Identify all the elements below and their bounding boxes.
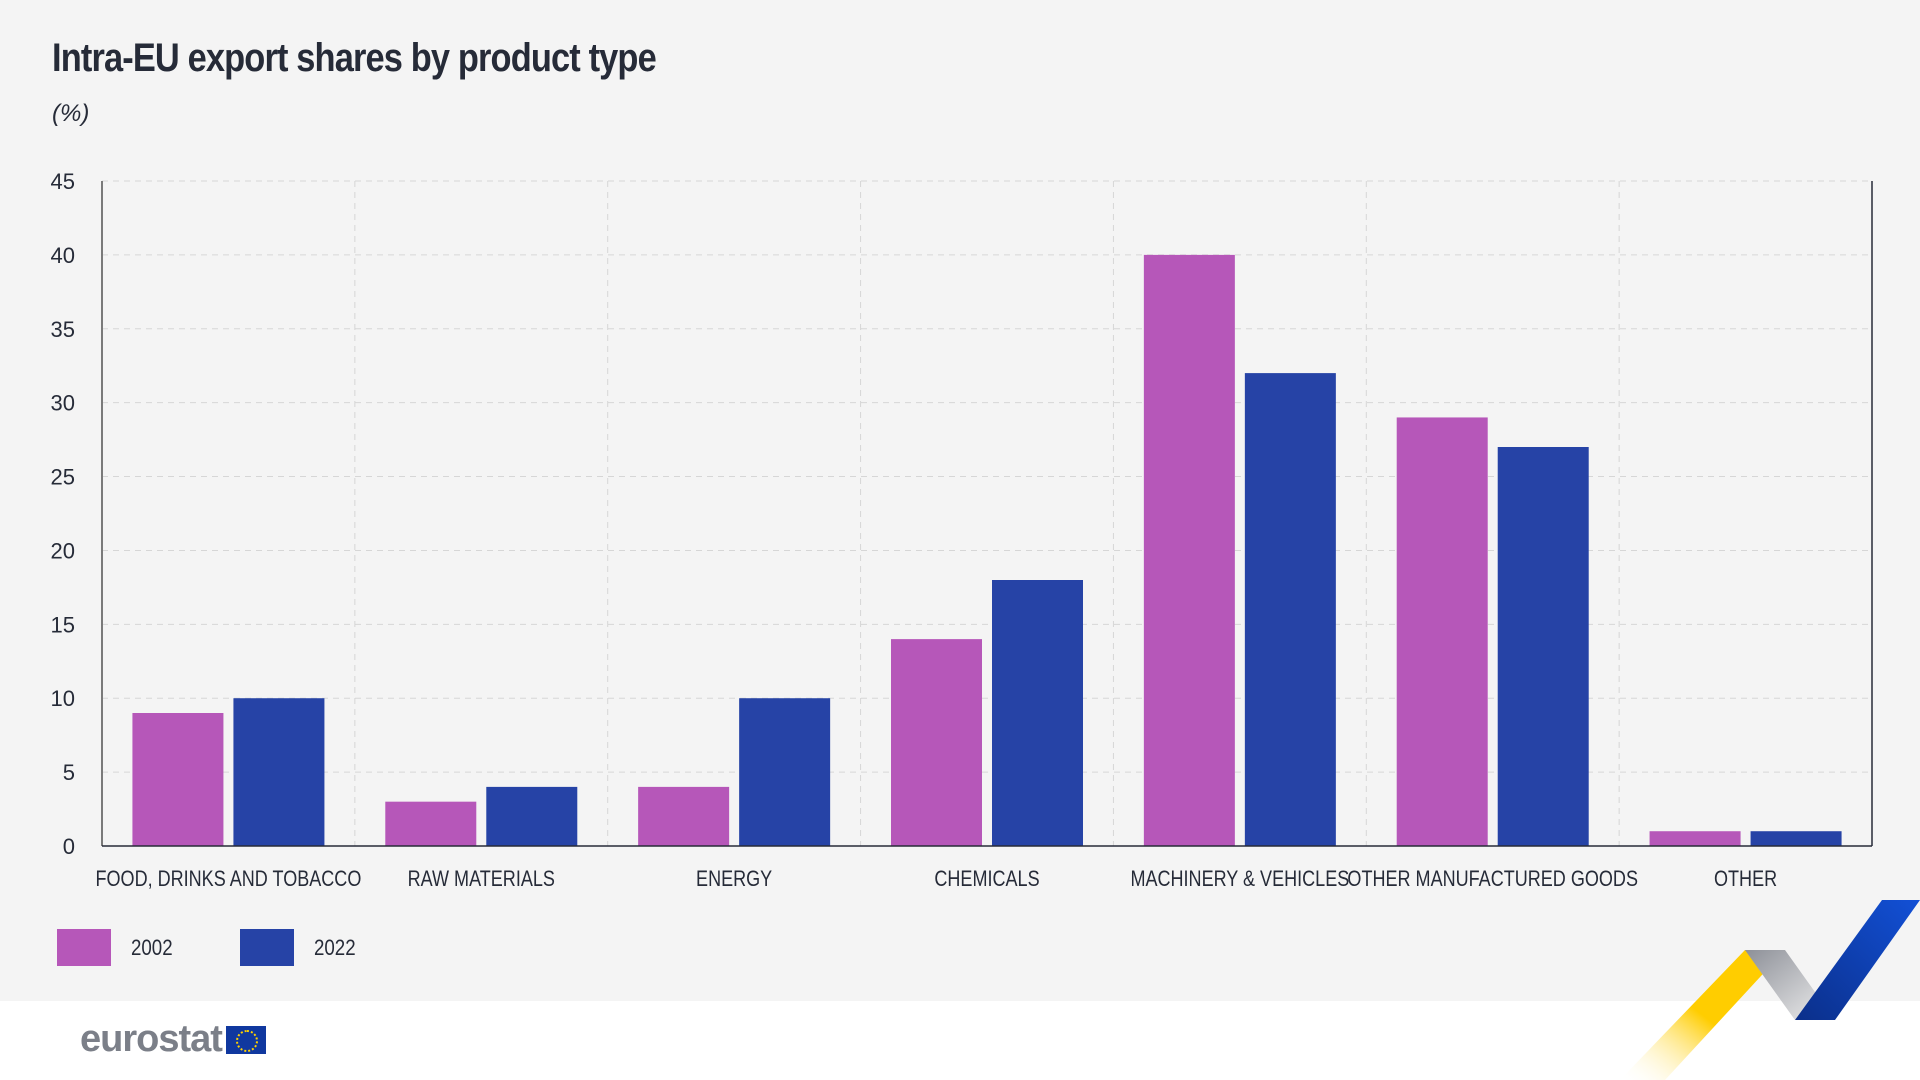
y-tick-label: 0: [63, 834, 75, 859]
y-tick-label: 45: [51, 169, 75, 194]
bar-2022: [992, 580, 1083, 846]
legend-item-2022: 2022: [239, 929, 363, 966]
y-tick-label: 25: [51, 465, 75, 490]
legend-swatch-2002: [57, 929, 111, 966]
y-tick-label: 40: [51, 243, 75, 268]
bar-2002: [1396, 417, 1488, 846]
eu-flag-icon: [225, 1025, 266, 1054]
x-category-label: OTHER: [1714, 867, 1777, 891]
x-category-label: RAW MATERIALS: [408, 867, 555, 891]
y-tick-label: 5: [63, 760, 75, 785]
y-tick-label: 35: [51, 317, 75, 342]
x-category-label: OTHER MANUFACTURED GOODS: [1347, 867, 1638, 891]
y-tick-label: 10: [51, 686, 75, 711]
legend-label: 2022: [313, 934, 356, 960]
y-tick-label: 15: [51, 612, 75, 637]
bar-2002: [385, 801, 477, 846]
bar-2022: [1750, 831, 1842, 846]
x-category-label: ENERGY: [696, 867, 772, 891]
bar-2022: [1497, 447, 1589, 846]
x-category-label: CHEMICALS: [934, 867, 1039, 891]
decorative-ribbon-icon: [1620, 900, 1920, 1080]
legend-swatch-2022: [239, 929, 294, 966]
x-category-label: MACHINERY & VEHICLES: [1130, 867, 1349, 891]
legend: 2002 2022: [57, 929, 423, 966]
bar-2002: [1649, 831, 1741, 846]
bar-chart: 0 5 10 15 20 25 30 35 40 45 FOOD, DRINKS AND TOBAC…: [51, 169, 1873, 891]
bar-2022: [739, 698, 831, 846]
x-category-label: FOOD, DRINKS AND TOBACCO: [95, 867, 361, 891]
chart-title: Intra-EU export shares by product type: [52, 36, 657, 80]
bar-2022: [486, 786, 578, 846]
chart-subtitle: (%): [52, 100, 90, 127]
bar-2022: [233, 698, 325, 846]
y-tick-label: 30: [51, 391, 75, 416]
bar-2022: [1244, 373, 1336, 846]
y-tick-label: 20: [51, 538, 75, 563]
logo-text: eurostat: [80, 1018, 223, 1060]
legend-label: 2002: [131, 934, 173, 960]
bar-2002: [891, 639, 982, 846]
eurostat-logo: eurostat: [80, 1018, 266, 1061]
bar-2002: [1143, 254, 1235, 846]
bar-2002: [638, 786, 730, 846]
legend-item-2002: 2002: [57, 929, 180, 966]
bar-2002: [132, 713, 224, 846]
